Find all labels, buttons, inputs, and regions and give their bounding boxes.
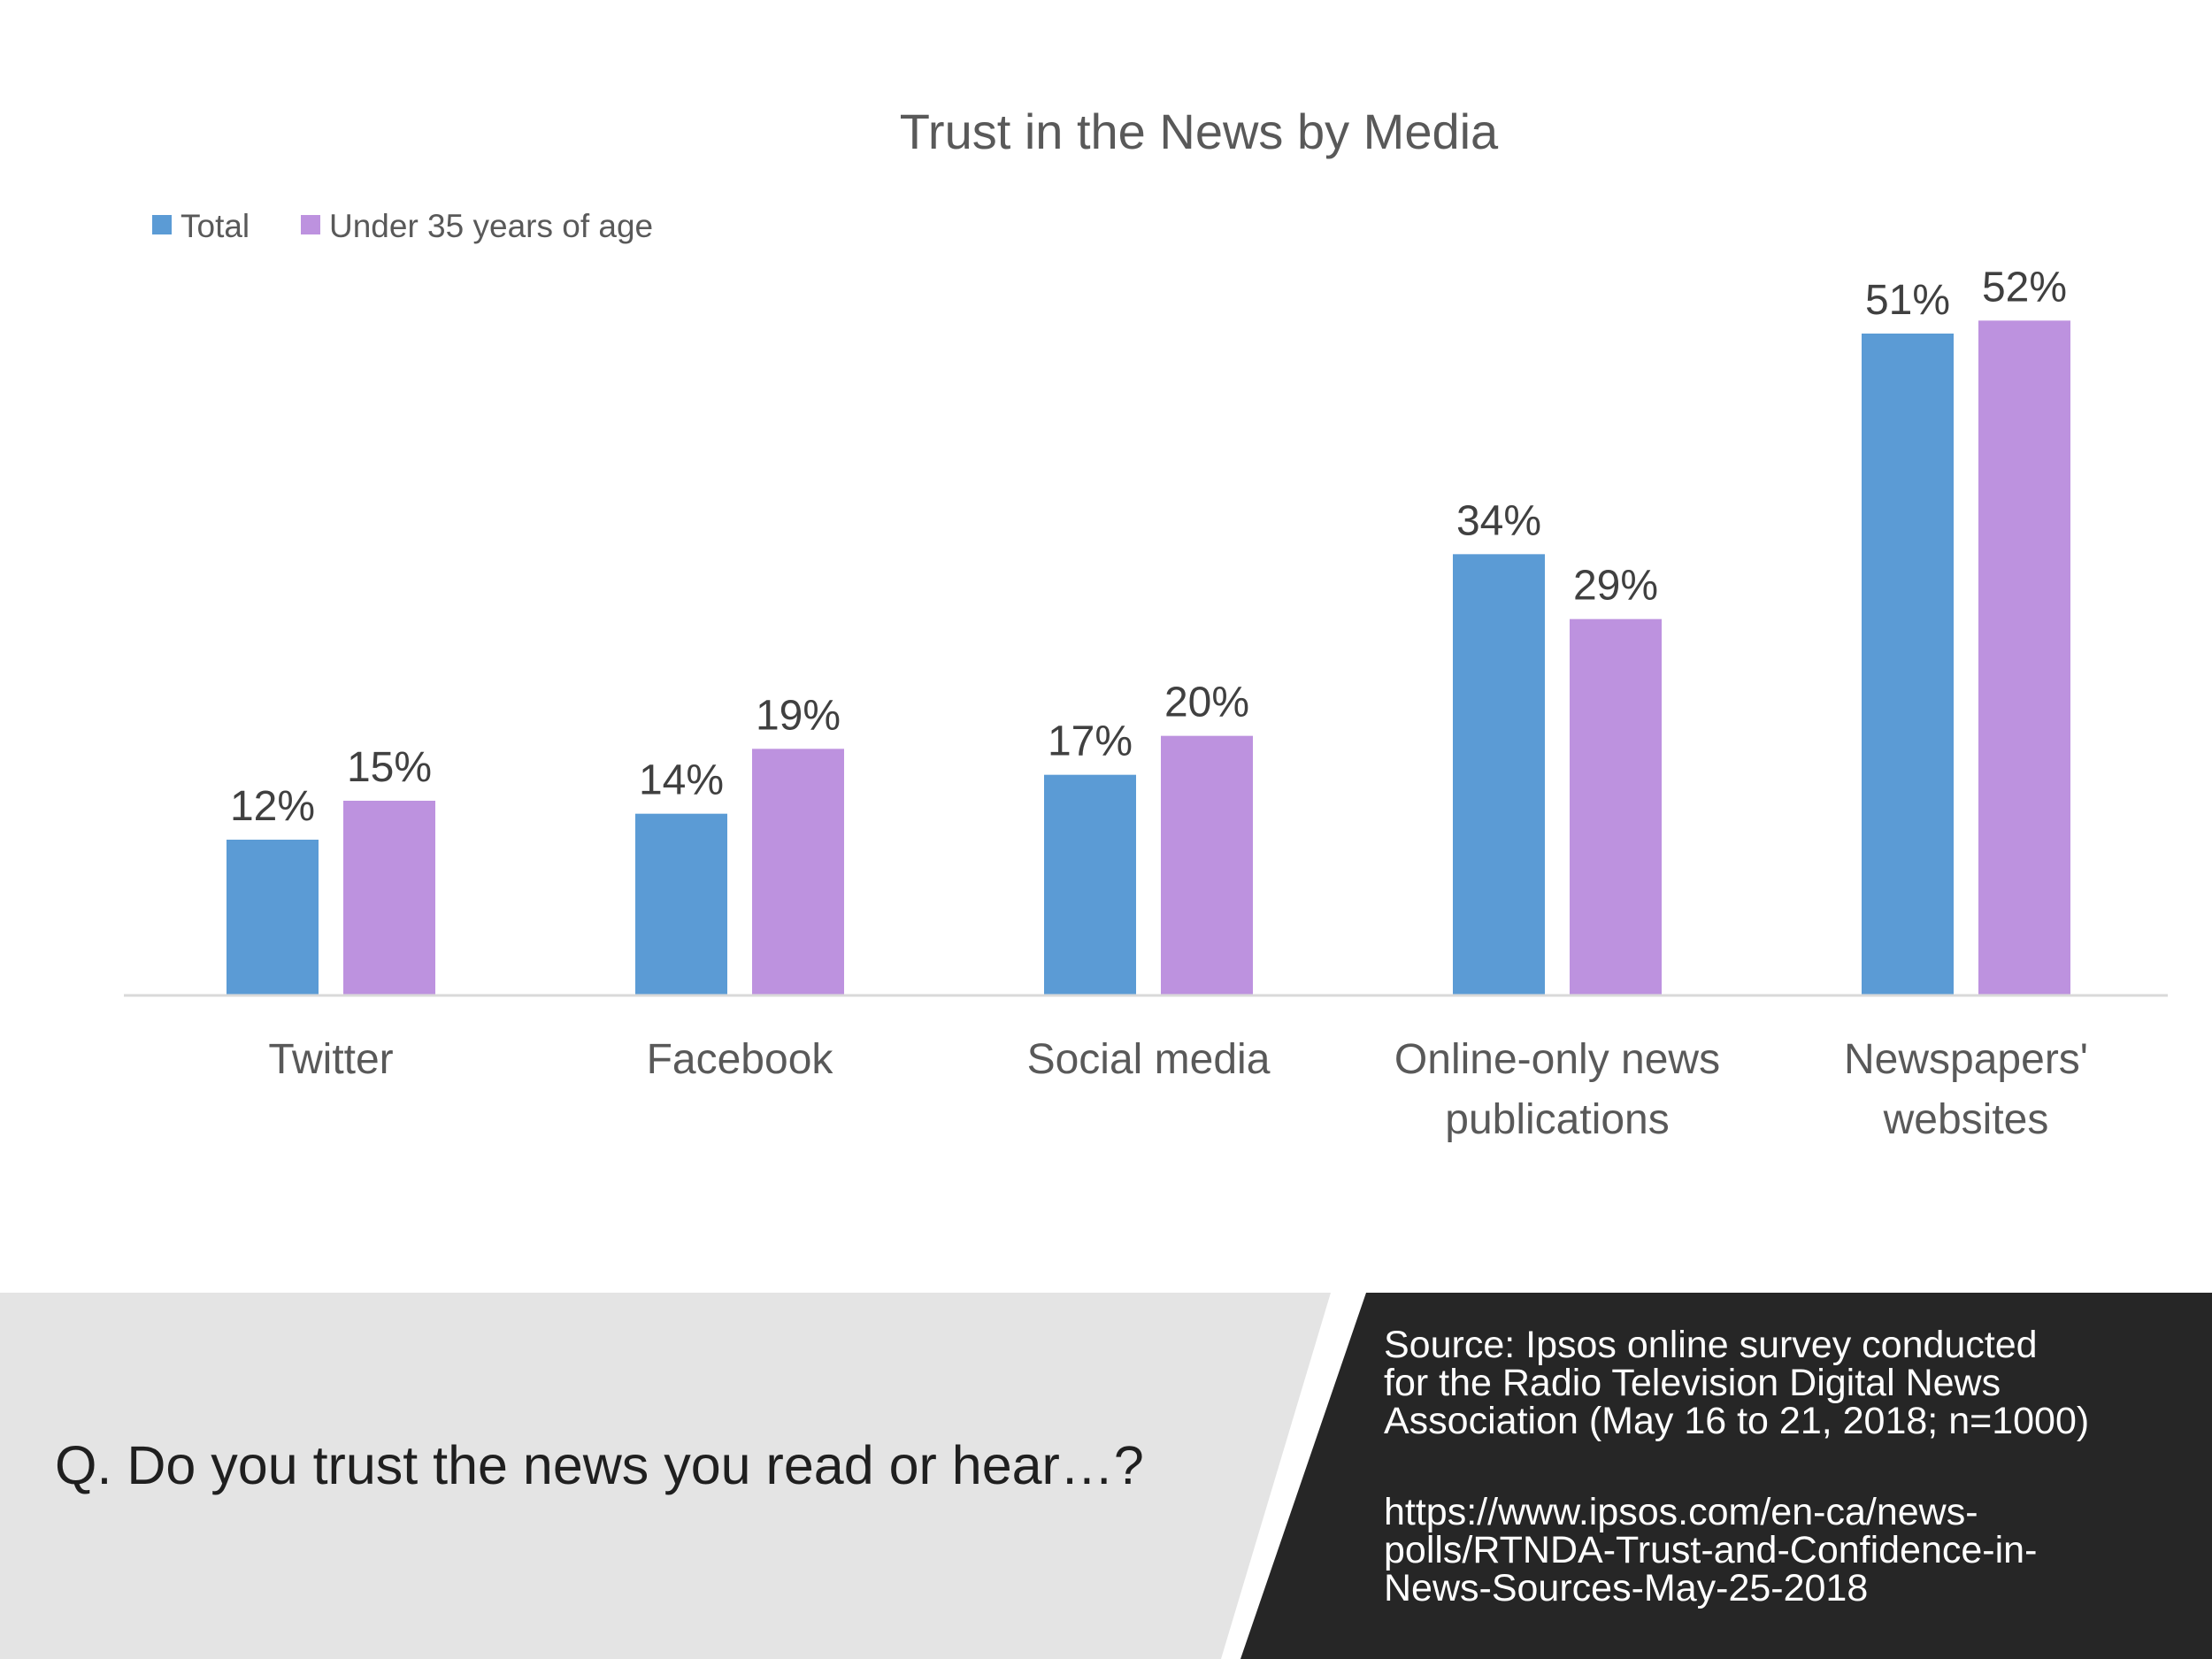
x-tick-label: Facebook xyxy=(647,1036,834,1083)
bar xyxy=(227,840,319,995)
source-url-line: https://www.ipsos.com/en-ca/news- xyxy=(1384,1491,1978,1533)
chart-canvas: Trust in the News by Media Total Under 35… xyxy=(124,104,2168,1143)
source-url-line: polls/RTNDA-Trust-and-Confidence-in- xyxy=(1384,1529,2038,1571)
data-label: 52% xyxy=(1982,264,2067,311)
chart-title: Trust in the News by Media xyxy=(900,104,1499,159)
bar xyxy=(1161,735,1253,995)
data-label: 14% xyxy=(639,757,724,804)
legend-swatch xyxy=(152,215,172,234)
footer-banner: Q. Do you trust the news you read or hea… xyxy=(0,1293,2212,1659)
data-label: 17% xyxy=(1048,718,1133,765)
bar xyxy=(1453,554,1545,995)
x-tick-label: Twitter xyxy=(268,1036,393,1083)
data-label: 12% xyxy=(230,783,315,830)
source-url: https://www.ipsos.com/en-ca/news- polls/… xyxy=(1384,1494,2198,1608)
footer-background xyxy=(0,1293,2212,1659)
data-label: 19% xyxy=(756,692,841,739)
source-line: Source: Ipsos online survey conducted xyxy=(1384,1324,2038,1366)
source-panel xyxy=(1240,1293,2212,1659)
data-label: 51% xyxy=(1865,277,1950,324)
data-label: 15% xyxy=(347,744,432,791)
bar-group xyxy=(227,320,2070,995)
bar xyxy=(1978,320,2070,995)
x-tick-label: Newspapers' xyxy=(1844,1036,2088,1083)
chart-legend: Total Under 35 years of age xyxy=(152,208,653,244)
source-url-line: News-Sources-May-25-2018 xyxy=(1384,1567,1869,1609)
data-label: 20% xyxy=(1164,680,1249,726)
legend-swatch xyxy=(301,215,320,234)
bar xyxy=(343,801,435,995)
source-line: for the Radio Television Digital News xyxy=(1384,1362,2001,1404)
legend-label: Under 35 years of age xyxy=(329,208,653,244)
survey-question: Q. Do you trust the news you read or hea… xyxy=(55,1435,1144,1495)
data-label: 29% xyxy=(1573,563,1658,610)
bar xyxy=(1570,618,1662,995)
x-tick-label: publications xyxy=(1445,1096,1670,1143)
bar xyxy=(752,749,844,995)
data-label: 34% xyxy=(1456,497,1541,544)
source-line: Association (May 16 to 21, 2018; n=1000) xyxy=(1384,1400,2090,1442)
x-axis-tick-labels: Twitter Facebook Social media Online-only n… xyxy=(268,1036,2088,1143)
question-panel xyxy=(0,1293,1331,1659)
legend-label: Total xyxy=(180,208,250,244)
bar xyxy=(1044,774,1136,995)
x-tick-label: Online-only news xyxy=(1394,1036,1720,1083)
bar xyxy=(635,813,727,995)
source-citation: Source: Ipsos online survey conducted fo… xyxy=(1384,1326,2198,1608)
bar xyxy=(1862,334,1954,995)
x-tick-label: websites xyxy=(1883,1096,2049,1143)
x-tick-label: Social media xyxy=(1027,1036,1271,1083)
data-labels: 12% 15% 14% 19% 17% 20% 34% 29% 51% 52% xyxy=(230,264,2067,830)
